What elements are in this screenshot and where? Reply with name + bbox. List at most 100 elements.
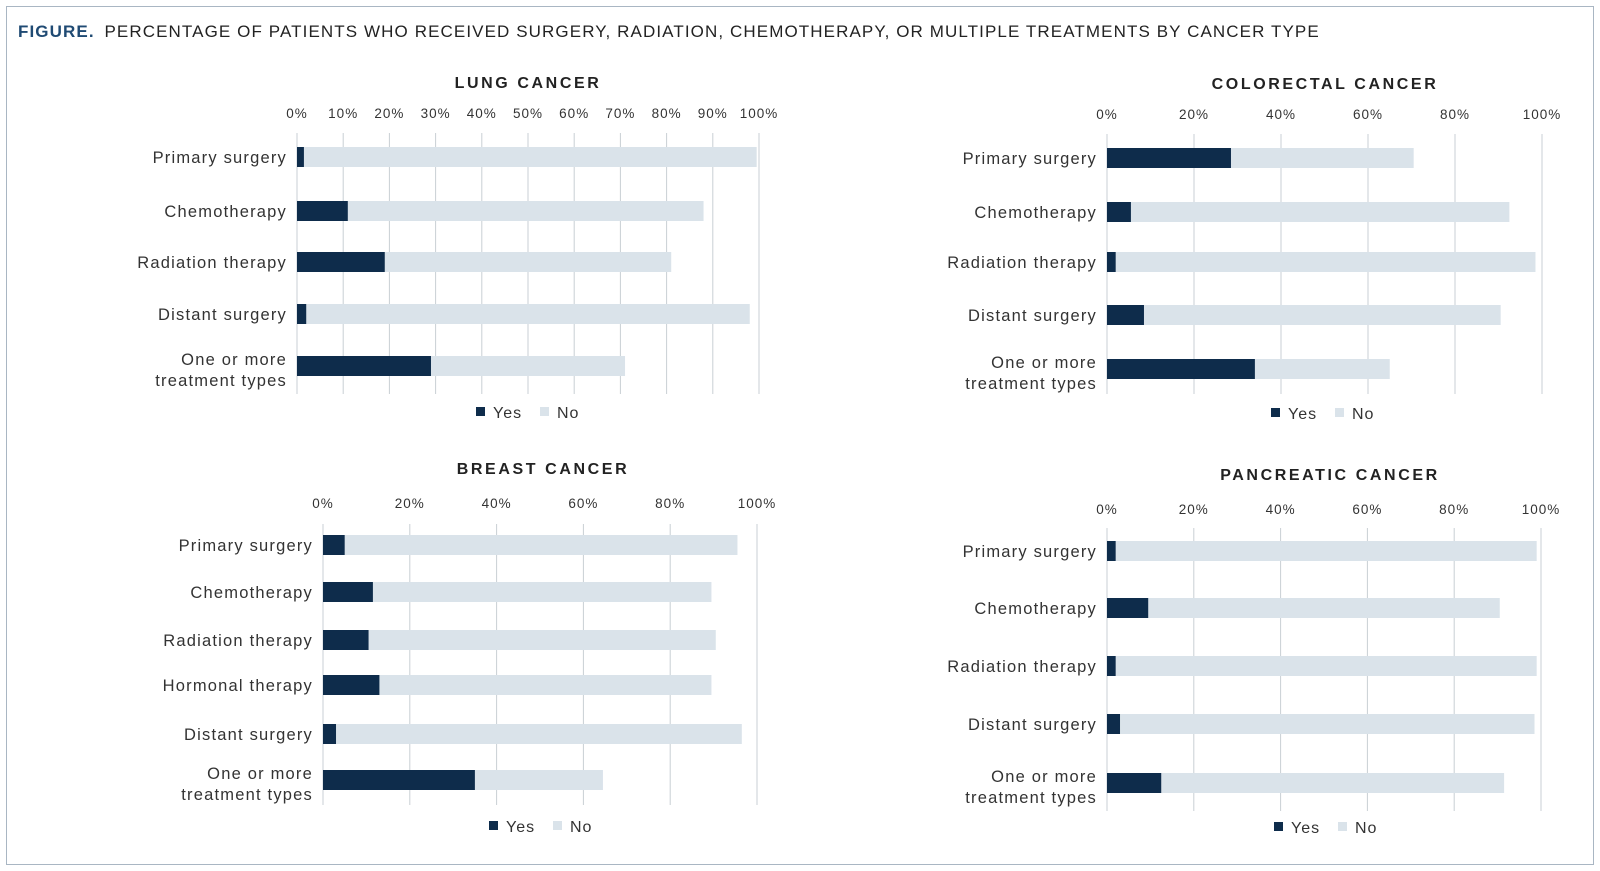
legend-swatch-no <box>553 821 562 830</box>
x-tick-label: 100% <box>1522 502 1561 517</box>
x-tick-label: 30% <box>421 106 451 121</box>
legend-label-yes: Yes <box>493 405 522 422</box>
category-label-one-or-more-treatment-types: One or more treatment types <box>155 351 287 390</box>
bar-yes-distant-surgery <box>323 724 337 744</box>
x-tick-label: 100% <box>740 106 779 121</box>
x-tick-label: 60% <box>1353 107 1383 122</box>
category-label-distant-surgery: Distant surgery <box>968 307 1097 325</box>
bar-no-distant-surgery <box>1120 714 1535 734</box>
x-tick-label: 60% <box>559 106 589 121</box>
bar-no-distant-surgery <box>1143 305 1501 325</box>
bar-no-distant-surgery <box>306 304 750 324</box>
category-label-chemotherapy: Chemotherapy <box>164 203 287 221</box>
bar-no-distant-surgery <box>336 724 742 744</box>
bar-yes-distant-surgery <box>297 304 307 324</box>
legend-swatch-no <box>540 407 549 416</box>
x-tick-label: 90% <box>698 106 728 121</box>
x-tick-label: 0% <box>286 106 308 121</box>
x-tick-label: 10% <box>328 106 358 121</box>
x-tick-label: 40% <box>1266 502 1296 517</box>
legend-label-yes: Yes <box>506 819 535 836</box>
bar-yes-primary-surgery <box>323 535 345 555</box>
bar-no-one-or-more-treatment-types <box>430 356 626 376</box>
legend-swatch-yes <box>1274 822 1283 831</box>
bar-no-primary-surgery <box>303 147 757 167</box>
bar-no-chemotherapy <box>1148 598 1500 618</box>
bar-yes-radiation-therapy <box>1107 252 1116 272</box>
bar-no-one-or-more-treatment-types <box>1161 773 1505 793</box>
bar-no-one-or-more-treatment-types <box>1254 359 1390 379</box>
x-tick-label: 20% <box>1179 502 1209 517</box>
category-label-radiation-therapy: Radiation therapy <box>947 254 1097 272</box>
legend-swatch-yes <box>1271 408 1280 417</box>
category-label-chemotherapy: Chemotherapy <box>974 204 1097 222</box>
category-label-primary-surgery: Primary surgery <box>153 149 287 167</box>
category-label-distant-surgery: Distant surgery <box>968 716 1097 734</box>
bar-no-radiation-therapy <box>384 252 672 272</box>
bar-yes-radiation-therapy <box>297 252 385 272</box>
x-tick-label: 60% <box>1352 502 1382 517</box>
legend-label-no: No <box>557 405 579 422</box>
category-label-one-or-more-treatment-types: One or more treatment types <box>965 768 1097 807</box>
chart-title: PANCREATIC CANCER <box>1220 467 1440 484</box>
figure-title-text: PERCENTAGE OF PATIENTS WHO RECEIVED SURG… <box>104 22 1320 41</box>
category-label-radiation-therapy: Radiation therapy <box>163 632 313 650</box>
bar-no-primary-surgery <box>1230 148 1414 168</box>
bar-yes-one-or-more-treatment-types <box>1107 773 1162 793</box>
bar-no-primary-surgery <box>344 535 738 555</box>
category-label-radiation-therapy: Radiation therapy <box>137 254 287 272</box>
bar-no-chemotherapy <box>1130 202 1510 222</box>
x-tick-label: 20% <box>374 106 404 121</box>
category-label-distant-surgery: Distant surgery <box>184 726 313 744</box>
bar-yes-one-or-more-treatment-types <box>297 356 431 376</box>
bar-no-one-or-more-treatment-types <box>474 770 603 790</box>
x-tick-label: 20% <box>1179 107 1209 122</box>
bar-yes-distant-surgery <box>1107 305 1144 325</box>
category-label-radiation-therapy: Radiation therapy <box>947 658 1097 676</box>
bar-yes-radiation-therapy <box>1107 656 1116 676</box>
bar-no-radiation-therapy <box>1115 656 1537 676</box>
bar-no-hormonal-therapy <box>379 675 712 695</box>
x-tick-label: 80% <box>652 106 682 121</box>
x-tick-label: 0% <box>1096 502 1118 517</box>
bar-yes-radiation-therapy <box>323 630 369 650</box>
legend-swatch-yes <box>489 821 498 830</box>
x-tick-label: 40% <box>482 496 512 511</box>
bar-yes-chemotherapy <box>1107 598 1149 618</box>
bar-no-chemotherapy <box>347 201 704 221</box>
x-tick-label: 80% <box>655 496 685 511</box>
bar-yes-primary-surgery <box>1107 148 1231 168</box>
legend-label-no: No <box>1352 406 1374 423</box>
legend-label-no: No <box>1355 820 1377 837</box>
x-tick-label: 40% <box>1266 107 1296 122</box>
bar-no-chemotherapy <box>372 582 712 602</box>
bar-no-radiation-therapy <box>1115 252 1536 272</box>
category-label-primary-surgery: Primary surgery <box>179 537 313 555</box>
bar-no-primary-surgery <box>1115 541 1537 561</box>
legend-swatch-no <box>1335 408 1344 417</box>
legend-swatch-no <box>1338 822 1347 831</box>
legend-swatch-yes <box>476 407 485 416</box>
x-tick-label: 0% <box>312 496 334 511</box>
chart-title: LUNG CANCER <box>455 75 602 92</box>
chart-title: COLORECTAL CANCER <box>1212 76 1439 93</box>
category-label-one-or-more-treatment-types: One or more treatment types <box>181 765 313 804</box>
figure-title: FIGURE. PERCENTAGE OF PATIENTS WHO RECEI… <box>18 22 1320 42</box>
bar-yes-primary-surgery <box>1107 541 1116 561</box>
x-tick-label: 100% <box>738 496 777 511</box>
category-label-hormonal-therapy: Hormonal therapy <box>163 677 313 695</box>
x-tick-label: 70% <box>605 106 635 121</box>
x-tick-label: 50% <box>513 106 543 121</box>
bar-yes-chemotherapy <box>323 582 373 602</box>
category-label-primary-surgery: Primary surgery <box>963 543 1097 561</box>
legend-label-yes: Yes <box>1288 406 1317 423</box>
bar-yes-primary-surgery <box>297 147 304 167</box>
legend-label-no: No <box>570 819 592 836</box>
bar-yes-chemotherapy <box>1107 202 1131 222</box>
x-tick-label: 100% <box>1523 107 1562 122</box>
bar-yes-chemotherapy <box>297 201 348 221</box>
category-label-one-or-more-treatment-types: One or more treatment types <box>965 354 1097 393</box>
